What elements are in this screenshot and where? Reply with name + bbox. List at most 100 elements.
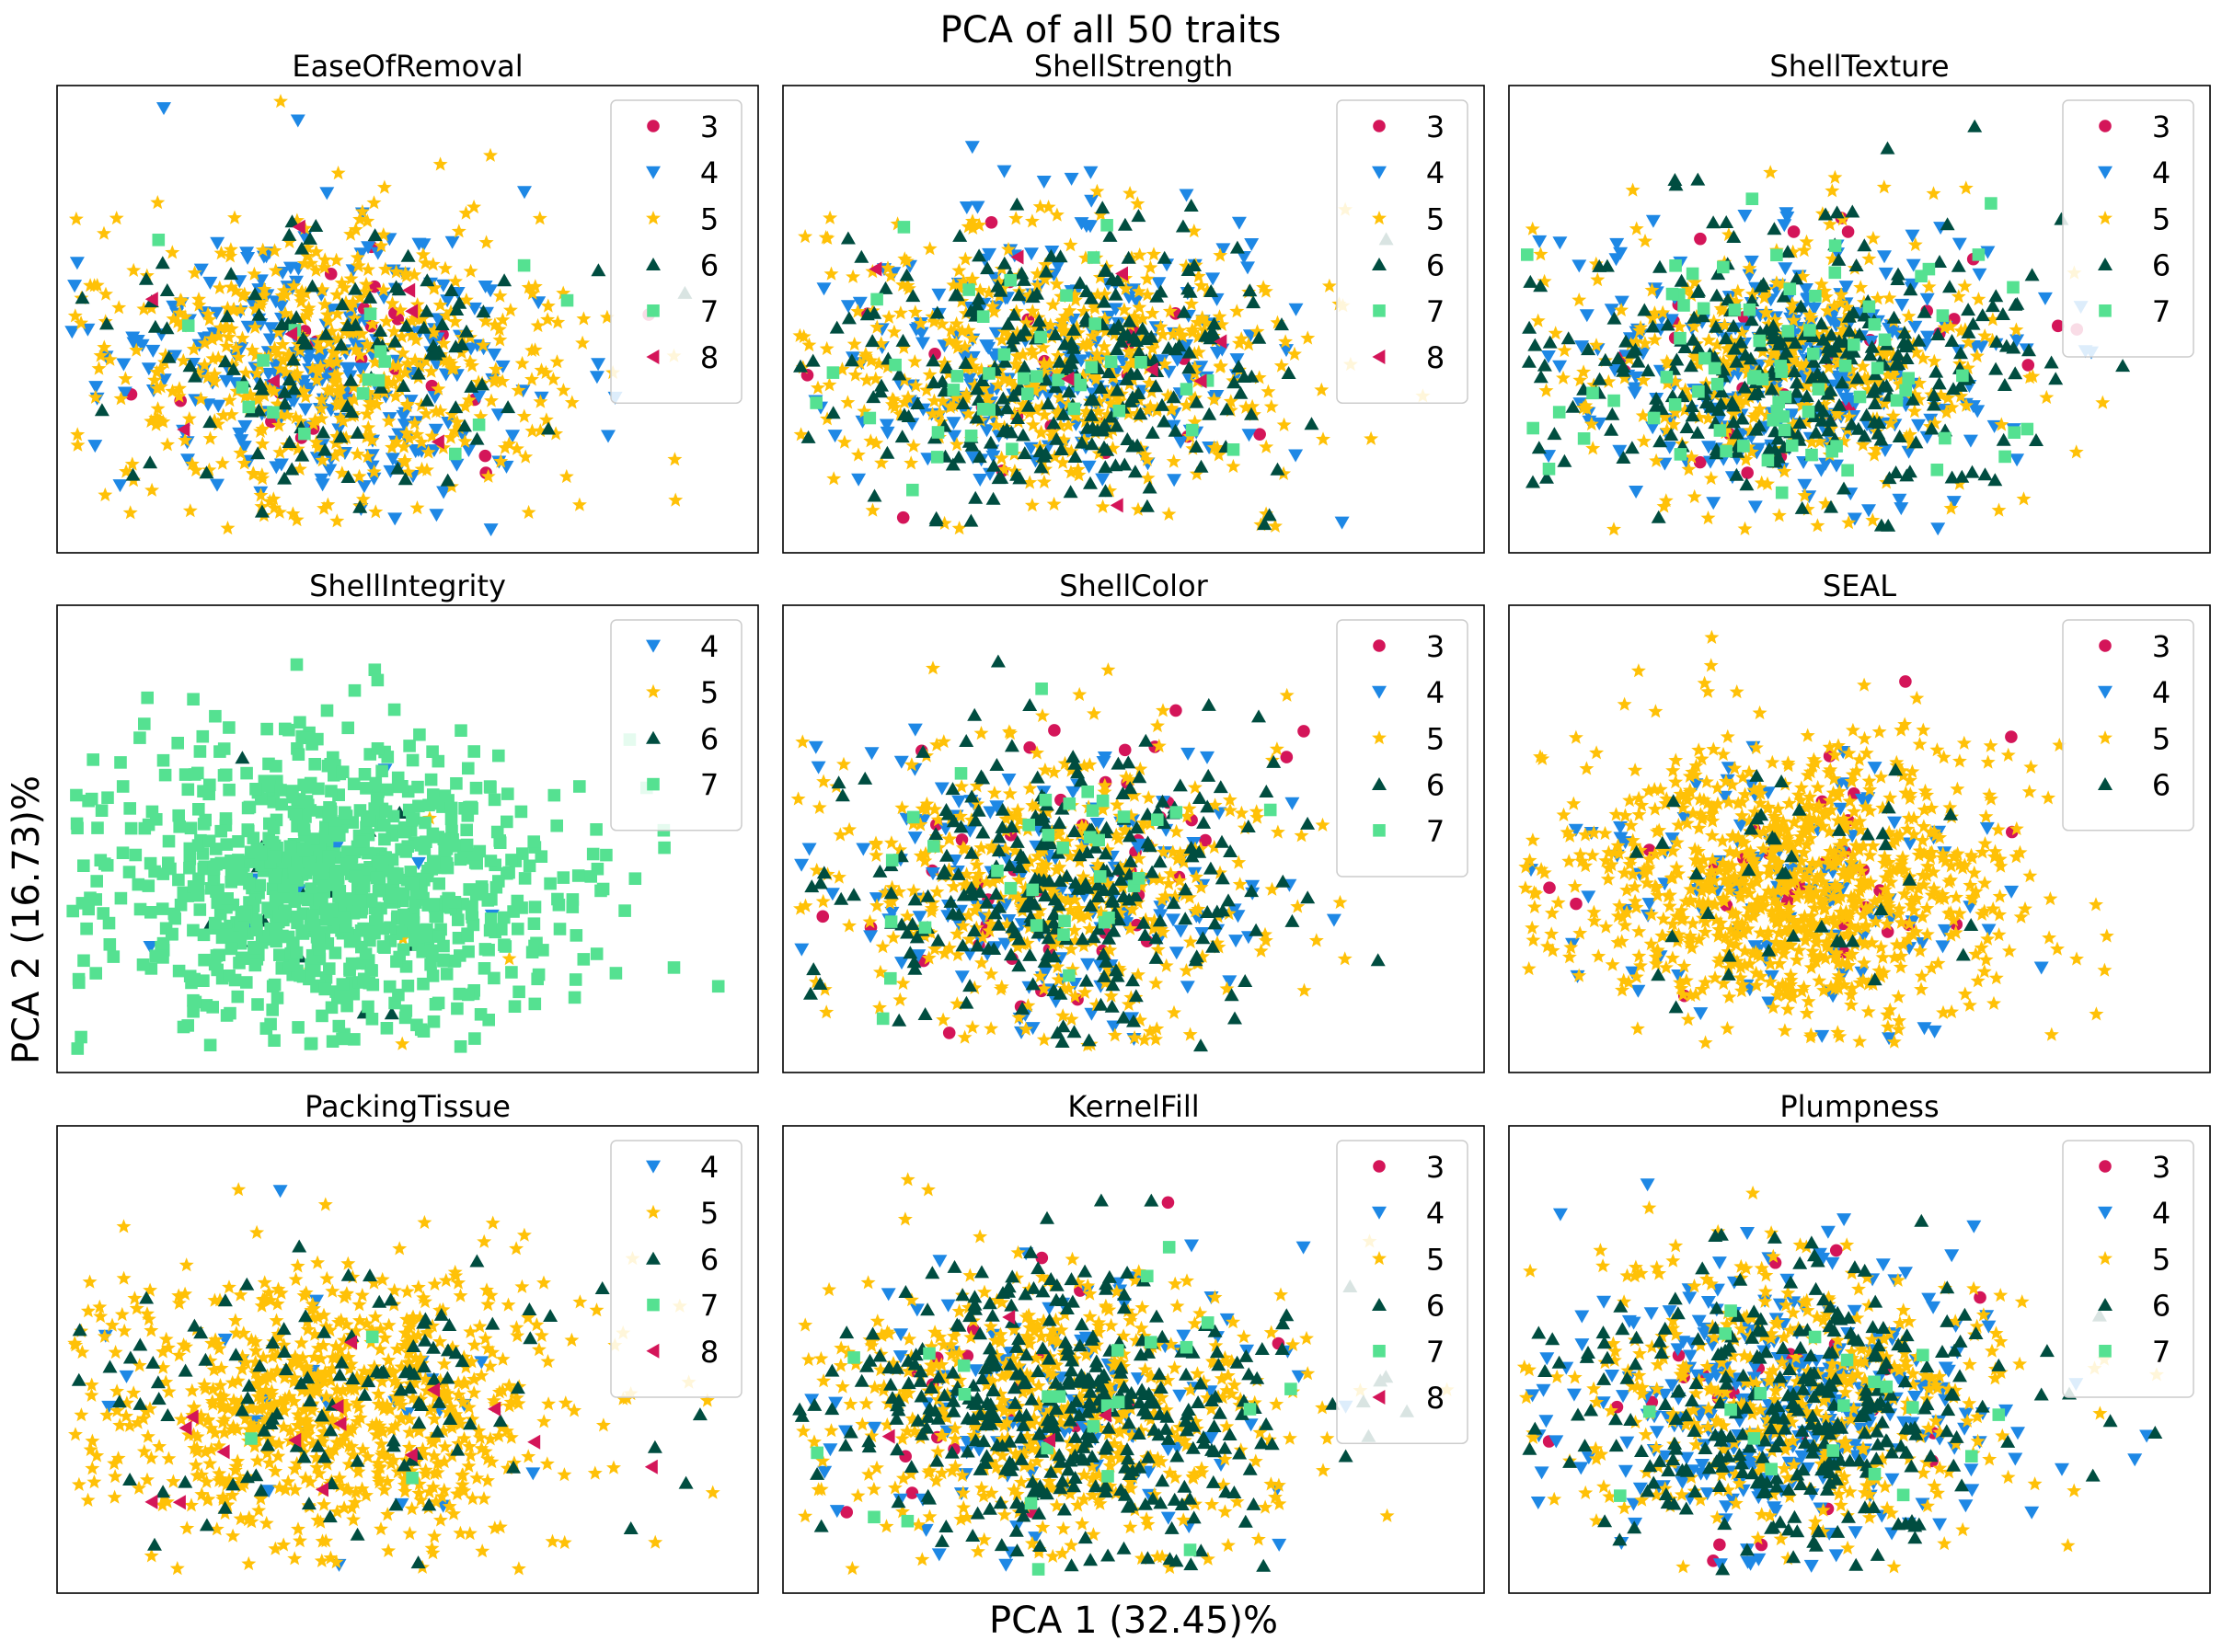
data-point <box>352 212 368 226</box>
data-point <box>330 166 346 180</box>
data-point <box>904 455 919 470</box>
data-point <box>1723 350 1739 364</box>
data-point <box>235 751 250 764</box>
data-point <box>846 269 861 283</box>
data-point <box>1145 340 1160 355</box>
data-point <box>1789 375 1804 389</box>
data-point <box>1034 399 1050 414</box>
data-point <box>901 389 915 405</box>
data-point <box>231 990 245 1004</box>
data-point <box>416 238 432 252</box>
data-point <box>1233 385 1249 399</box>
data-point <box>317 296 332 311</box>
data-point <box>400 248 416 262</box>
data-point <box>895 333 911 347</box>
data-point <box>390 955 403 969</box>
data-point <box>969 857 984 872</box>
data-point <box>1175 219 1191 233</box>
data-point <box>991 843 1007 857</box>
data-point <box>329 367 345 382</box>
data-point <box>437 939 450 953</box>
data-point <box>1237 251 1251 264</box>
data-point <box>1726 318 1742 332</box>
data-point <box>1987 473 2003 487</box>
data-point <box>1038 966 1053 980</box>
data-point <box>1825 251 1840 266</box>
data-point <box>1229 353 1245 367</box>
data-point <box>444 361 460 375</box>
data-point <box>1284 797 1300 810</box>
data-point <box>1231 360 1247 373</box>
data-point <box>1055 1019 1071 1033</box>
data-point <box>1742 260 1757 275</box>
data-point <box>1249 324 1265 338</box>
data-point <box>1957 279 1973 293</box>
data-point <box>214 455 230 470</box>
data-point <box>1857 238 1872 252</box>
data-point <box>907 723 923 737</box>
data-point <box>917 853 933 867</box>
data-point <box>1030 908 1046 923</box>
data-point <box>1037 954 1053 968</box>
data-point <box>284 327 298 342</box>
data-point <box>1072 686 1088 702</box>
data-point <box>973 282 988 297</box>
data-point <box>1911 333 1927 347</box>
data-point <box>1021 920 1037 935</box>
data-point <box>899 268 915 281</box>
data-point <box>1763 165 1779 179</box>
data-point <box>332 889 345 903</box>
data-point <box>525 946 539 958</box>
data-point <box>1231 855 1247 869</box>
data-point <box>970 938 985 952</box>
data-point <box>374 345 387 358</box>
data-point <box>1049 862 1065 877</box>
data-point <box>1859 407 1874 421</box>
data-point <box>1119 361 1134 375</box>
data-point <box>1601 373 1617 388</box>
data-point <box>1221 906 1237 921</box>
data-point <box>420 273 435 287</box>
data-point <box>1908 344 1924 359</box>
data-point <box>1056 432 1072 447</box>
data-point <box>345 957 359 970</box>
data-point <box>1730 283 1745 298</box>
data-point <box>214 824 227 838</box>
data-point <box>1729 426 1744 440</box>
data-point <box>363 395 378 409</box>
data-point <box>1588 256 1604 270</box>
data-point <box>1191 329 1206 344</box>
data-point <box>846 888 861 901</box>
data-point <box>86 753 99 766</box>
data-point <box>217 354 233 368</box>
data-point <box>924 903 939 918</box>
data-point <box>1007 464 1022 478</box>
data-point <box>385 440 399 454</box>
data-point <box>329 287 345 302</box>
data-point <box>213 246 229 260</box>
data-point <box>1988 289 2004 303</box>
data-point <box>937 355 952 370</box>
data-point <box>1065 340 1081 354</box>
data-point <box>910 396 926 409</box>
data-point <box>1607 363 1623 377</box>
data-point <box>1592 417 1607 430</box>
data-point <box>396 931 410 946</box>
data-point <box>1246 295 1261 309</box>
data-point <box>953 820 969 833</box>
data-point <box>461 392 477 407</box>
data-point <box>1314 382 1330 396</box>
data-point <box>1785 439 1799 453</box>
data-point <box>125 467 141 481</box>
data-point <box>1133 761 1148 776</box>
data-point <box>102 916 116 930</box>
data-point <box>872 1000 887 1015</box>
data-point <box>1202 407 1217 420</box>
data-point <box>1078 404 1094 419</box>
data-point <box>1789 271 1804 285</box>
data-point <box>1110 969 1125 982</box>
data-point <box>1117 217 1133 231</box>
data-point <box>793 427 809 442</box>
data-point <box>335 413 351 428</box>
